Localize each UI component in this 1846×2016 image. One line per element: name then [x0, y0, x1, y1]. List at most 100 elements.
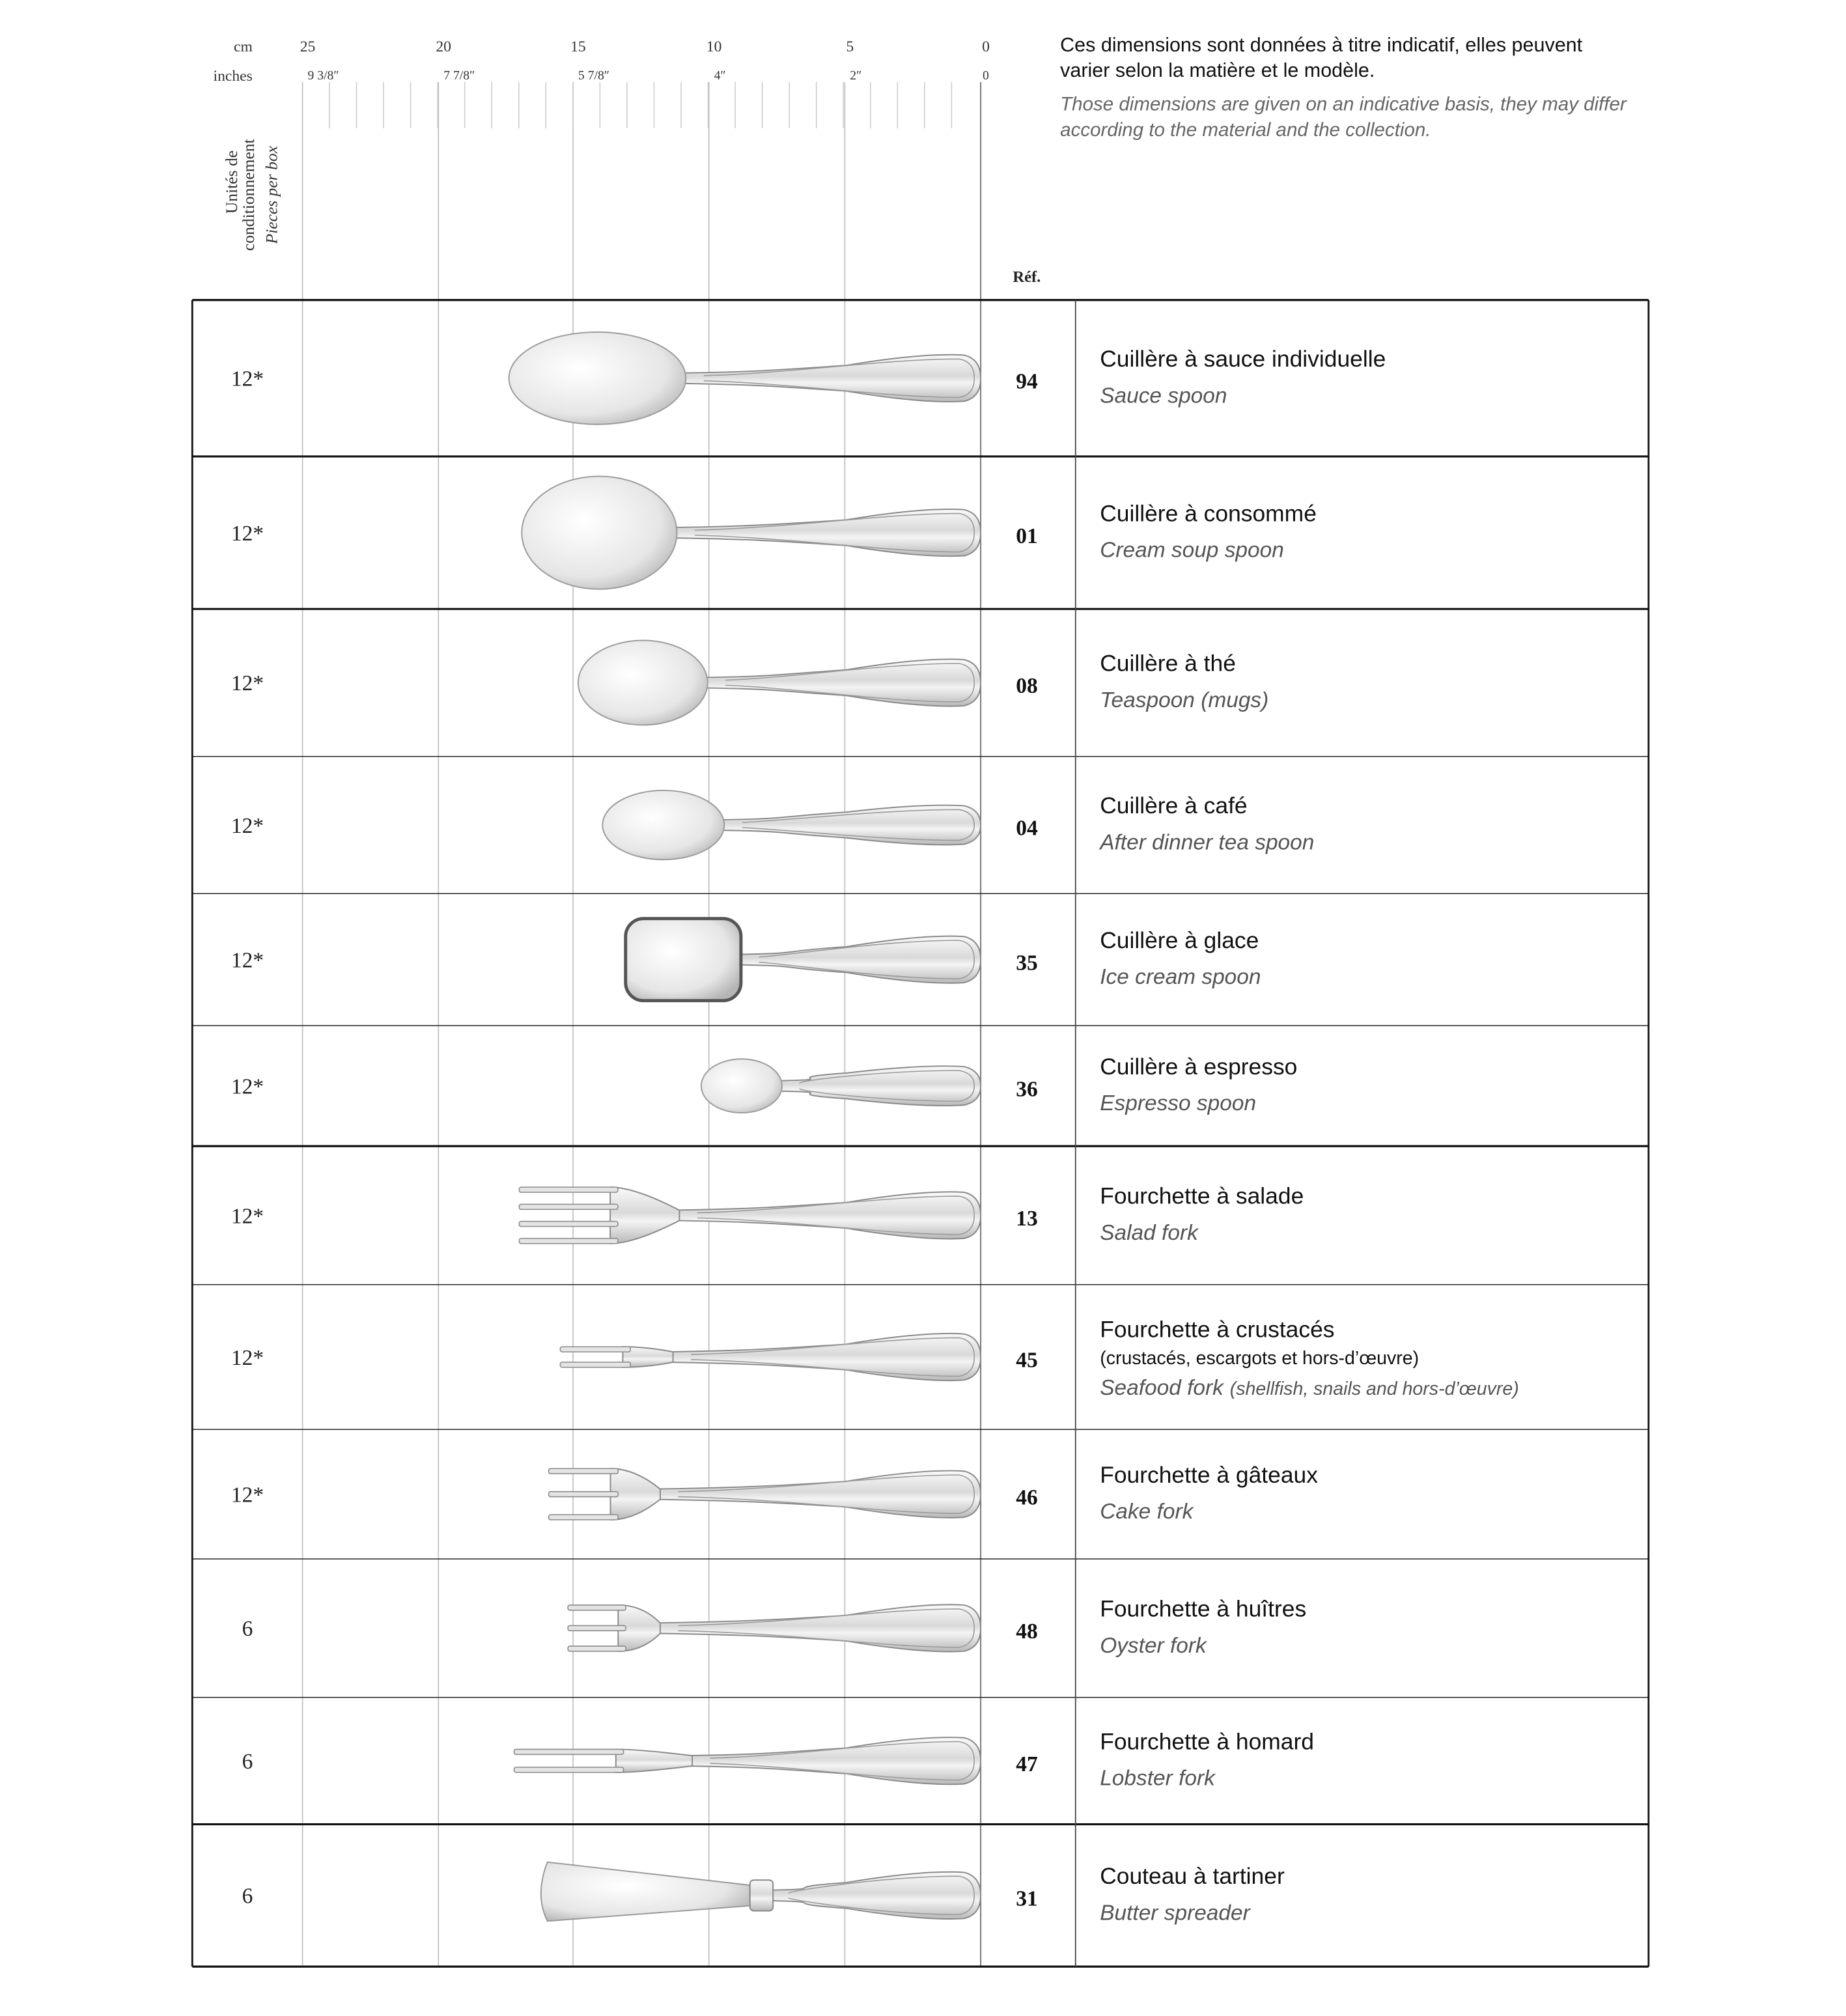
- name-en: Oyster fork: [1100, 1634, 1208, 1658]
- fork-head: [622, 1346, 674, 1368]
- name-fr: Cuillère à espresso: [1100, 1054, 1297, 1080]
- cm-tick-label: 15: [570, 38, 586, 55]
- spoon-bowl: [577, 639, 708, 726]
- name-fr: Cuillère à consommé: [1100, 500, 1317, 526]
- fork-tine: [548, 1468, 619, 1474]
- name-en-main: Seafood fork: [1100, 1376, 1225, 1400]
- reference: 94: [1016, 370, 1038, 394]
- cm-tick-label: 5: [846, 38, 854, 55]
- name-fr: Fourchette à crustacés: [1100, 1316, 1334, 1342]
- note-en: Those dimensions are given on an indicat…: [1060, 93, 1627, 115]
- inch-tick-label: 2″: [850, 68, 861, 83]
- pieces-per-box: 12*: [231, 814, 264, 838]
- fork-head: [617, 1604, 661, 1652]
- fork-tine: [559, 1346, 632, 1352]
- utensil-handle: [652, 1604, 982, 1653]
- name-fr: Fourchette à salade: [1100, 1183, 1304, 1209]
- utensil-filet: [695, 512, 975, 553]
- ref-header: Réf.: [1013, 268, 1041, 286]
- fork-tine: [513, 1767, 624, 1773]
- name-fr: Fourchette à huîtres: [1100, 1596, 1306, 1622]
- name-en: Salad fork: [1100, 1221, 1199, 1245]
- pieces-per-box: 12*: [231, 1204, 264, 1228]
- pieces-per-box: 12*: [231, 1074, 264, 1099]
- utensil-handle: [733, 935, 982, 984]
- reference: 45: [1016, 1349, 1037, 1373]
- utensil-filet: [697, 1196, 975, 1235]
- name-en: Butter spreader: [1100, 1901, 1251, 1925]
- cm-tick-label: 20: [436, 38, 451, 55]
- column-headers: Unités de conditionnement Pieces per box…: [222, 139, 1041, 286]
- detail-en: (shellfish, snails and hors-d’œuvre): [1230, 1379, 1519, 1399]
- size-note: Ces dimensions sont données à titre indi…: [1060, 34, 1627, 141]
- name-en: Espresso spoon: [1100, 1091, 1256, 1115]
- inch-tick-label: 5 7/8″: [578, 68, 609, 83]
- reference: 31: [1016, 1887, 1037, 1911]
- utensil-filet: [788, 1875, 975, 1916]
- utensil-handle: [668, 509, 982, 557]
- utensil-filet: [725, 663, 975, 703]
- fork-tine: [518, 1220, 619, 1227]
- cm-tick-label: 25: [300, 38, 316, 55]
- utensil-filet: [678, 1474, 975, 1514]
- utensil-filet: [742, 809, 975, 841]
- pieces-per-box: 6: [242, 1750, 253, 1774]
- utensil-filet: [759, 940, 975, 979]
- note-fr: varier selon la matière et le modèle.: [1060, 59, 1375, 81]
- pieces-per-box: 6: [242, 1884, 253, 1909]
- inch-tick-label: 4″: [714, 68, 726, 83]
- fork-tine: [567, 1645, 626, 1652]
- pieces-per-box: 6: [242, 1617, 253, 1641]
- fork-tine: [548, 1514, 619, 1520]
- pieces-per-box: 12*: [231, 948, 264, 972]
- units-header-en: Pieces per box: [262, 145, 281, 244]
- reference: 04: [1016, 817, 1038, 841]
- pieces-per-box: 12*: [231, 1483, 264, 1507]
- utensil-handle: [774, 1065, 982, 1106]
- fork-tine: [567, 1625, 626, 1632]
- spoon-bowl: [700, 1058, 783, 1113]
- utensil-handle: [677, 354, 982, 402]
- detail-fr: (crustacés, escargots et hors-d’œuvre): [1100, 1348, 1419, 1369]
- fork-tine: [518, 1186, 619, 1193]
- utensil-handle: [699, 658, 982, 707]
- inch-tick-label: 7 7/8″: [443, 68, 475, 83]
- name-en: Sauce spoon: [1100, 384, 1227, 408]
- reference: 48: [1016, 1619, 1037, 1644]
- pieces-per-box: 12*: [231, 522, 264, 546]
- name-en: Cream soup spoon: [1100, 538, 1284, 562]
- inches-label: inches: [214, 68, 253, 85]
- ruler: cm inches 25 9 3/8″ 20 7 7/8″ 15 5 7/8″ 10 4″ 5 2…: [214, 38, 990, 85]
- fork-tine: [513, 1748, 624, 1756]
- fork-head: [615, 1748, 693, 1773]
- name-fr: Fourchette à homard: [1100, 1728, 1314, 1754]
- fork-tine: [518, 1203, 619, 1211]
- inch-tick-label: 9 3/8″: [308, 68, 339, 83]
- spoon-bowl: [521, 475, 678, 590]
- name-en: Teaspoon (mugs): [1100, 688, 1268, 712]
- reference: 47: [1016, 1752, 1037, 1776]
- pieces-per-box: 12*: [231, 1346, 264, 1370]
- name-fr: Cuillère à thé: [1100, 651, 1236, 677]
- reference: 35: [1016, 951, 1037, 975]
- reference: 08: [1016, 674, 1037, 698]
- inch-tick-label: 0: [983, 68, 989, 83]
- name-fr: Cuillère à café: [1100, 792, 1247, 819]
- reference: 01: [1016, 524, 1037, 548]
- fork-tine: [559, 1362, 632, 1368]
- utensil-handle: [652, 1470, 982, 1519]
- table: 12* 94 Cuillère à sauce individuelle Sauce …: [191, 299, 1650, 1968]
- name-en: Seafood fork (shellfish, snails and hors-…: [1100, 1376, 1519, 1400]
- units-header-fr: conditionnement: [239, 139, 258, 251]
- utensil-handle: [664, 1332, 982, 1382]
- fork-tine: [567, 1604, 626, 1611]
- name-en: Ice cream spoon: [1100, 965, 1261, 989]
- utensil-filet: [710, 1741, 975, 1781]
- name-en: Cake fork: [1100, 1500, 1194, 1524]
- name-fr: Cuillère à glace: [1100, 927, 1259, 953]
- utensils: [508, 331, 982, 1922]
- fork-head: [609, 1468, 661, 1521]
